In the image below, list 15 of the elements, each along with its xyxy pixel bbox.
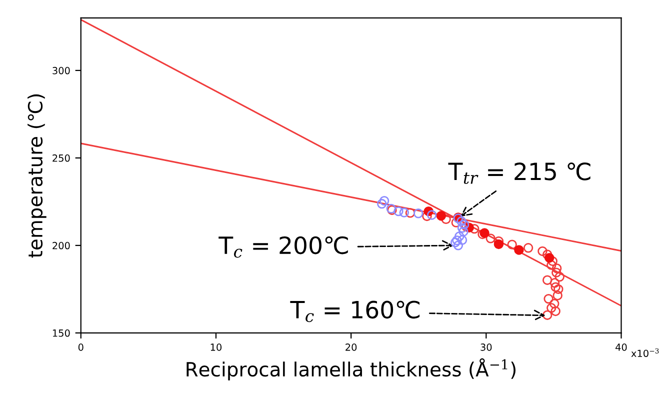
annotation: T$_{c}$ = 200℃ <box>218 236 348 258</box>
x-tick-label: 40 <box>616 344 627 351</box>
annotation: T$_{c}$ = 160℃ <box>290 300 420 322</box>
x-tick-label: 10 <box>210 344 222 351</box>
y-tick-label: 300 <box>52 66 70 74</box>
y-axis-title: temperature (℃) <box>28 94 46 258</box>
y-tick-label: 200 <box>52 242 70 250</box>
x-tick-label: 30 <box>480 344 492 351</box>
text: x10$^{−3}$ <box>631 348 659 358</box>
x-tick-label: 0 <box>78 344 84 351</box>
y-tick-label: 150 <box>52 329 70 337</box>
y-tick-label: 250 <box>52 154 70 162</box>
x-tick-label: 20 <box>346 344 357 351</box>
annotation: T$_{tr}$ = 215 ℃ <box>448 162 590 184</box>
x-axis-title: Reciprocal lamella thickness (Å$^{−1}$) <box>186 358 516 380</box>
